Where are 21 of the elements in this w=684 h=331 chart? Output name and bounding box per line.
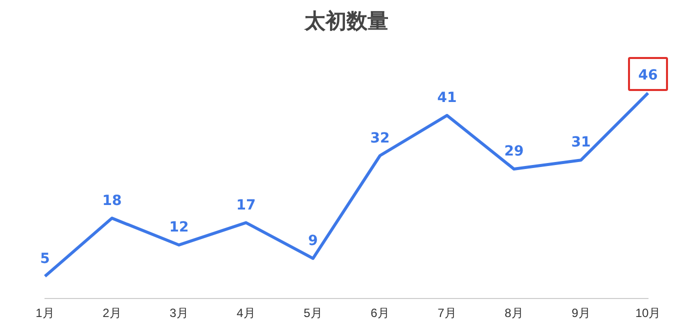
- data-label: 18: [102, 192, 122, 209]
- x-tick-label: 7月: [438, 306, 456, 320]
- data-label: 12: [169, 220, 189, 236]
- x-tick-label: 10月: [635, 306, 661, 320]
- data-label: 31: [571, 134, 591, 151]
- data-label: 41: [437, 90, 457, 106]
- data-label: 17: [236, 197, 256, 214]
- data-label: 9: [308, 233, 318, 250]
- x-tick-label: 1月: [36, 306, 54, 320]
- data-label: 29: [504, 144, 524, 160]
- data-label: 46: [638, 68, 658, 84]
- data-label: 5: [40, 250, 50, 267]
- data-label: 32: [370, 130, 390, 146]
- chart-title: 太初数量: [304, 9, 388, 34]
- x-tick-label: 4月: [236, 306, 256, 320]
- x-tick-label: 3月: [170, 306, 188, 320]
- x-tick-label: 6月: [370, 306, 390, 320]
- x-tick-label: 9月: [572, 306, 590, 320]
- x-tick-label: 8月: [504, 306, 524, 320]
- x-tick-label: 5月: [304, 306, 322, 320]
- x-tick-label: 2月: [102, 306, 122, 320]
